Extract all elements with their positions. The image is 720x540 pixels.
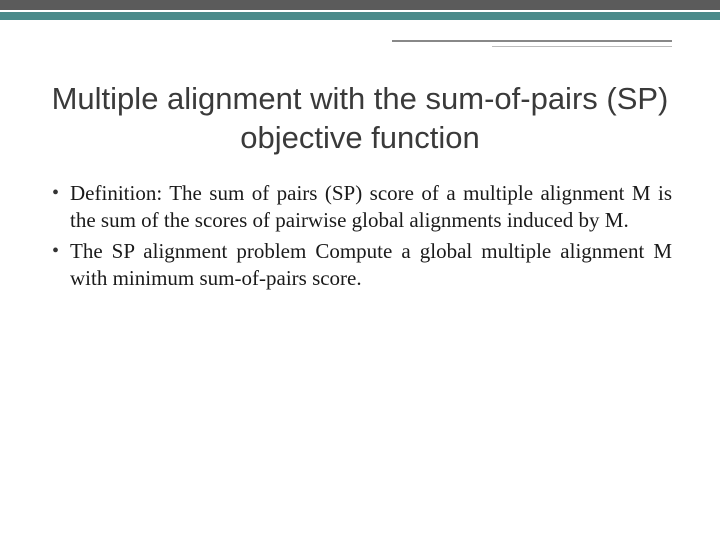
bullet-list: Definition: The sum of pairs (SP) score … bbox=[48, 180, 672, 293]
slide-title: Multiple alignment with the sum-of-pairs… bbox=[48, 80, 672, 158]
accent-line-secondary bbox=[492, 46, 672, 47]
accent-line-primary bbox=[392, 40, 672, 42]
list-item: Definition: The sum of pairs (SP) score … bbox=[48, 180, 672, 235]
top-bar-teal bbox=[0, 12, 720, 20]
list-item: The SP alignment problem Compute a globa… bbox=[48, 238, 672, 293]
top-bar-gray bbox=[0, 0, 720, 10]
slide-top-border bbox=[0, 0, 720, 26]
slide-content: Multiple alignment with the sum-of-pairs… bbox=[48, 80, 672, 297]
